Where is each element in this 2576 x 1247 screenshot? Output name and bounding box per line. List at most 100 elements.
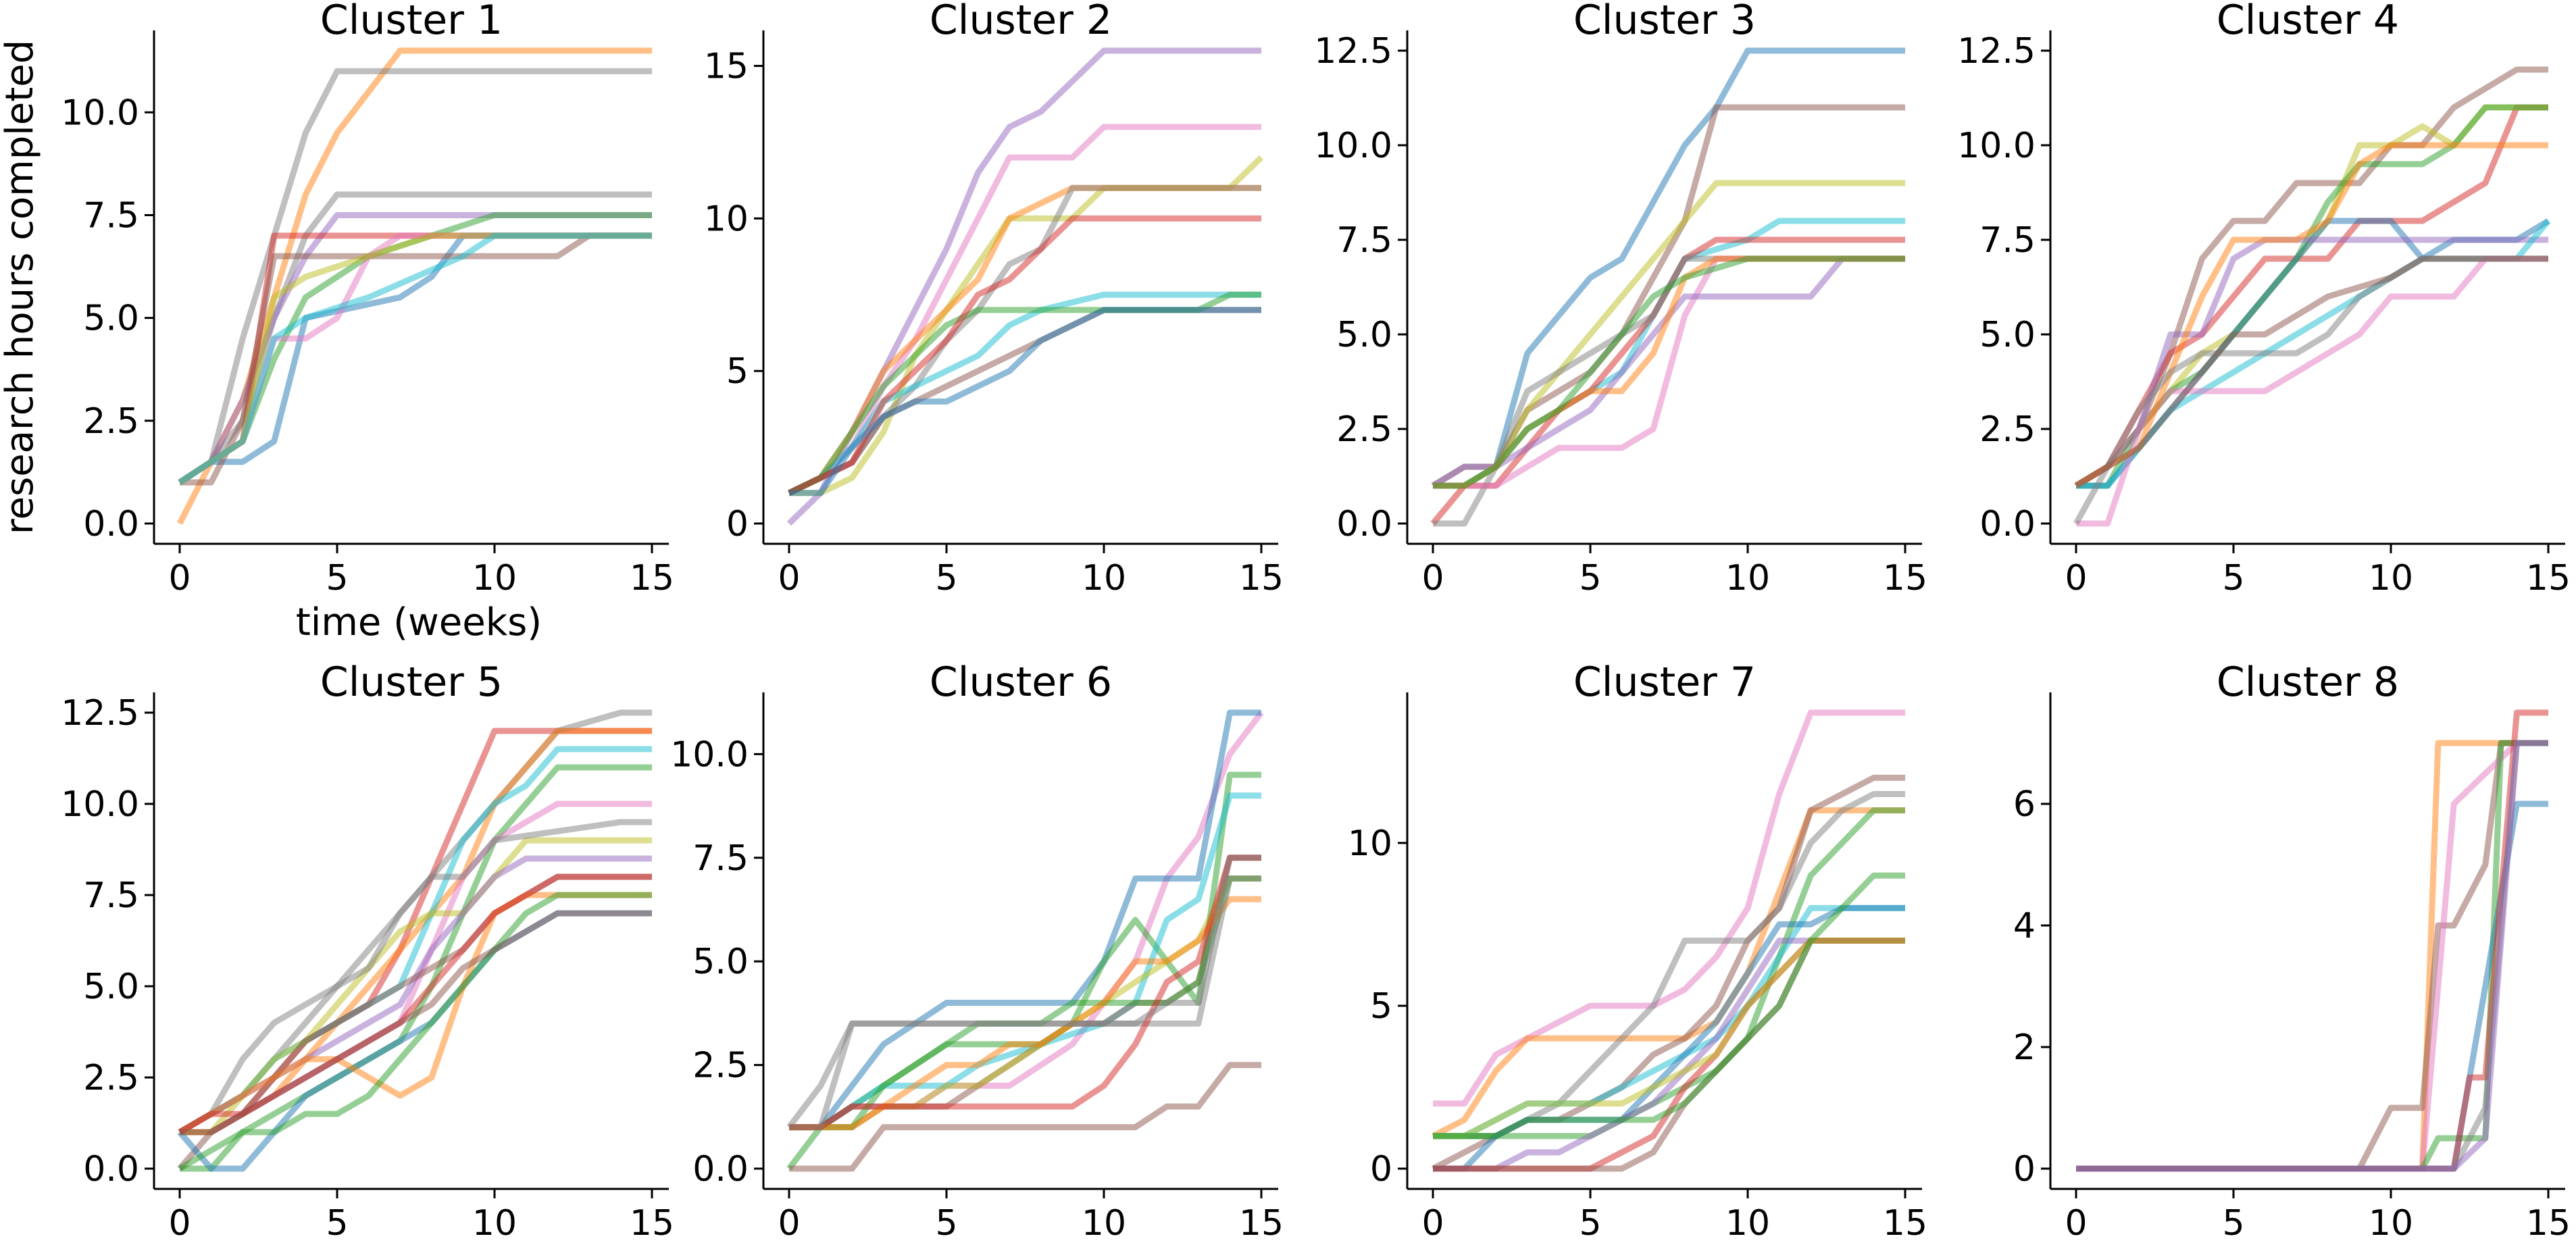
- series-line: [789, 855, 1261, 1131]
- series-line: [178, 819, 652, 1135]
- y-tick-label: 0: [2013, 1149, 2036, 1190]
- x-tick-label: 0: [168, 1203, 191, 1244]
- x-axis-label: time (weeks): [296, 601, 542, 644]
- panel-title: Cluster 4: [2217, 0, 2399, 44]
- y-tick-label: 2.5: [1979, 409, 2036, 450]
- series-line: [789, 1062, 1261, 1172]
- x-tick-label: 5: [2222, 1203, 2244, 1244]
- series-line: [2076, 740, 2548, 1172]
- x-tick-label: 5: [2222, 558, 2244, 599]
- series-line: [1433, 938, 1905, 1140]
- y-tick-label: 12.5: [61, 693, 139, 734]
- y-tick-label: 0.0: [1979, 504, 2036, 544]
- series-line: [180, 910, 652, 1136]
- y-tick-label: 7.5: [83, 875, 139, 916]
- x-tick-label: 15: [1239, 558, 1284, 599]
- panel-title: Cluster 1: [320, 0, 503, 44]
- series-line: [2076, 740, 2548, 1172]
- panel-title: Cluster 7: [1573, 659, 1756, 706]
- series-line: [1433, 255, 1905, 489]
- y-tick-label: 10.0: [670, 734, 749, 775]
- y-tick-label: 7.5: [83, 195, 139, 236]
- y-tick-label: 5: [726, 351, 749, 392]
- series-line: [2076, 740, 2548, 1172]
- y-tick-label: 10.0: [1314, 126, 1392, 166]
- series-line: [1433, 255, 1905, 489]
- x-tick-label: 15: [2526, 1203, 2571, 1244]
- y-tick-label: 0: [726, 504, 749, 544]
- series-line: [2076, 740, 2548, 1172]
- x-tick-label: 10: [472, 558, 517, 599]
- series-line: [1433, 872, 1905, 1140]
- y-tick-label: 5.0: [692, 942, 749, 982]
- series-line: [2076, 800, 2548, 1172]
- y-tick-label: 2.5: [1336, 409, 1392, 450]
- x-tick-label: 0: [168, 558, 191, 599]
- y-tick-label: 2: [2013, 1027, 2036, 1068]
- x-tick-label: 0: [1421, 1203, 1444, 1244]
- y-tick-label: 4: [2013, 906, 2036, 946]
- x-tick-label: 15: [2526, 558, 2571, 599]
- y-tick-label: 10.0: [61, 93, 139, 133]
- chart-panel-3: 0 5 10 15 0.0 2.5 5.0 7.5 10.0 12.5 Cluster 3: [1314, 0, 1927, 599]
- series-line: [180, 728, 652, 1136]
- chart-panel-7: 0 5 10 15 0 5 10 Cluster 7: [1348, 659, 1927, 1244]
- series-line: [789, 307, 1261, 497]
- x-tick-label: 5: [935, 558, 957, 599]
- series-line: [789, 896, 1261, 1131]
- series-line: [788, 291, 1261, 496]
- x-tick-label: 10: [1082, 558, 1126, 599]
- chart-panel-2: 0 5 10 15 0 5 10 15 Cluster 2: [704, 0, 1284, 599]
- panel-title: Cluster 8: [2217, 659, 2399, 706]
- y-tick-label: 7.5: [692, 838, 749, 879]
- y-tick-label: 2.5: [83, 1058, 139, 1098]
- x-tick-label: 0: [778, 558, 800, 599]
- y-tick-label: 0.0: [83, 1149, 139, 1190]
- series-line: [2076, 255, 2548, 527]
- series-line: [178, 232, 652, 485]
- y-tick-label: 7.5: [1336, 220, 1392, 261]
- y-tick-label: 5.0: [1336, 315, 1392, 355]
- y-tick-label: 12.5: [1957, 31, 2036, 72]
- x-tick-label: 10: [1725, 558, 1770, 599]
- x-tick-label: 5: [935, 1203, 957, 1244]
- series-line: [178, 892, 652, 1171]
- chart-panel-4: 0 5 10 15 0.0 2.5 5.0 7.5 10.0 12.5 Cluster 4: [1957, 0, 2571, 599]
- x-tick-label: 5: [326, 558, 348, 599]
- x-tick-label: 10: [2369, 558, 2413, 599]
- x-tick-label: 15: [1883, 558, 1927, 599]
- y-tick-label: 5: [1370, 986, 1392, 1027]
- series-line: [2076, 740, 2548, 1172]
- panel-title: Cluster 5: [320, 659, 503, 706]
- y-tick-label: 0: [1370, 1149, 1392, 1190]
- x-tick-label: 0: [778, 1203, 800, 1244]
- panel-title: Cluster 3: [1573, 0, 1756, 44]
- x-tick-label: 15: [630, 558, 674, 599]
- y-tick-label: 5.0: [1979, 315, 2036, 355]
- series-line: [1433, 807, 1905, 1140]
- series-line: [789, 709, 1261, 1131]
- y-tick-label: 6: [2013, 784, 2036, 825]
- chart-panel-6: 0 5 10 15 0.0 2.5 5.0 7.5 10.0 Cluster 6: [670, 659, 1284, 1244]
- y-tick-label: 10: [1348, 823, 1392, 864]
- series-line: [178, 232, 652, 485]
- y-tick-label: 2.5: [692, 1046, 749, 1086]
- y-tick-label: 10.0: [61, 784, 139, 825]
- series-line: [2076, 740, 2548, 1172]
- y-tick-label: 2.5: [83, 401, 139, 442]
- x-tick-label: 0: [2065, 558, 2087, 599]
- series-line: [789, 855, 1261, 1131]
- x-tick-label: 0: [2065, 1203, 2087, 1244]
- x-tick-label: 10: [1725, 1203, 1770, 1244]
- x-tick-label: 5: [326, 1203, 348, 1244]
- chart-panels: 0 5 10 15 0.0 2.5 5.0 7.5 10.0 Cluster 1 0 5 10 15 0 5 1…: [61, 0, 2571, 1244]
- chart-panel-8: 0 5 10 15 0 2 4 6 Cluster 8: [2013, 659, 2571, 1244]
- y-tick-label: 10.0: [1957, 126, 2036, 166]
- panel-title: Cluster 6: [930, 659, 1112, 706]
- y-tick-label: 7.5: [1979, 220, 2036, 261]
- panel-title: Cluster 2: [930, 0, 1112, 44]
- series-line: [2074, 255, 2548, 488]
- series-line: [178, 232, 652, 485]
- y-tick-label: 12.5: [1314, 31, 1392, 72]
